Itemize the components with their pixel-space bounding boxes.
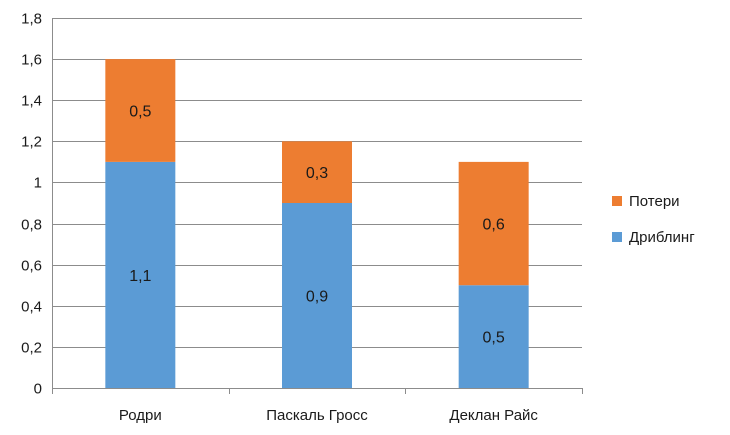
- y-tick-label: 0: [34, 381, 42, 398]
- legend-swatch: [612, 232, 622, 242]
- x-category-label: Родри: [119, 407, 162, 424]
- bar-segment: [282, 203, 352, 388]
- y-tick-label: 1: [34, 175, 42, 192]
- y-tick-label: 1,6: [21, 52, 42, 69]
- bar-segment: [458, 285, 529, 388]
- legend-swatch: [612, 196, 622, 206]
- y-tick-label: 1,8: [21, 11, 42, 28]
- data-label: 0,5: [483, 330, 505, 347]
- y-tick-label: 1,2: [21, 134, 42, 151]
- x-category-label: Деклан Райс: [449, 407, 538, 424]
- data-label: 0,9: [306, 289, 328, 306]
- y-tick-label: 0,8: [21, 217, 42, 234]
- legend-label: Дриблинг: [629, 229, 695, 246]
- bars: [105, 59, 529, 388]
- data-labels: 1,1 0,5 0,9 0,3 0,5 0,6: [129, 104, 505, 347]
- x-category-label: Паскаль Гросс: [266, 407, 368, 424]
- data-label: 1,1: [129, 268, 151, 285]
- bar-segment: [282, 141, 352, 203]
- y-tick-label: 0,4: [21, 299, 42, 316]
- legend: Потери Дриблинг: [612, 193, 695, 246]
- data-label: 0,6: [483, 217, 505, 234]
- bar-segment: [105, 59, 176, 162]
- y-tick-label: 0,6: [21, 258, 42, 275]
- bar-segment: [458, 161, 529, 286]
- data-label: 0,3: [306, 165, 328, 182]
- axes: 0 0,2 0,4 0,6 0,8 1 1,2 1,4 1,6 1,8 Родри Паскаль Г…: [21, 11, 583, 424]
- y-tick-label: 0,2: [21, 340, 42, 357]
- legend-label: Потери: [629, 193, 680, 210]
- bar-segment: [105, 161, 176, 388]
- y-tick-label: 1,4: [21, 93, 42, 110]
- data-label: 0,5: [129, 104, 151, 121]
